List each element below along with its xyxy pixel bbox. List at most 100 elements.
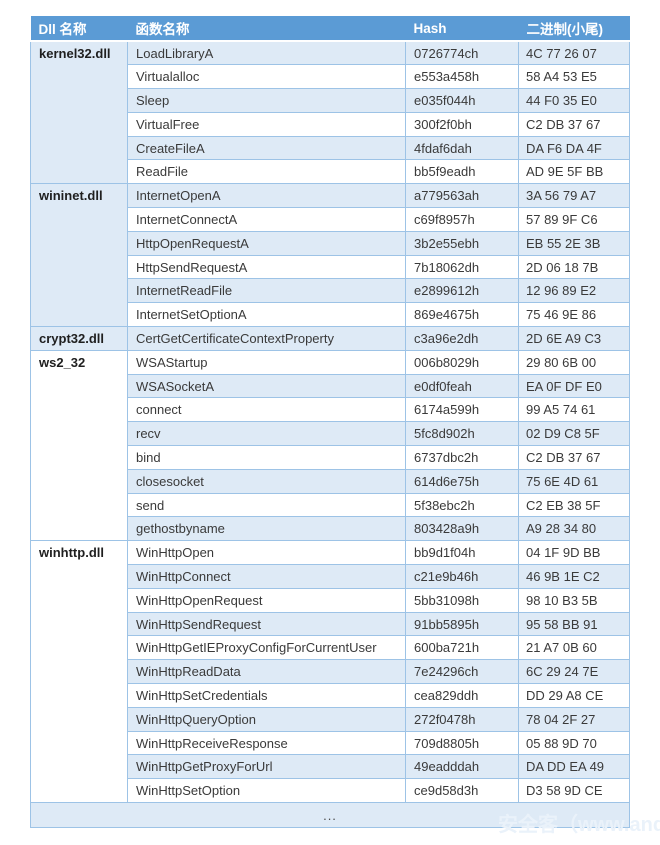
table-row: WinHttpReceiveResponse 709d8805h 05 88 9D … [31, 730, 630, 756]
dll-name-cell: winhttp.dll [30, 540, 128, 803]
ellipsis-row: ... [30, 802, 630, 828]
hash-cell: 869e4675h [405, 302, 519, 328]
function-name-cell: bind [127, 445, 406, 470]
table-row: ReadFile bb5f9eadh AD 9E 5F BB [31, 159, 630, 185]
function-name-cell: InternetReadFile [127, 278, 406, 304]
binary-cell: 2D 06 18 7B [518, 254, 630, 280]
function-name-cell: gethostbyname [127, 516, 406, 542]
table-row: ws2_32 WSAStartup 006b8029h 29 80 6B 00 [30, 349, 630, 542]
binary-cell: 3A 56 79 A7 [518, 183, 630, 209]
table-row: CreateFileA 4fdaf6dah DA F6 DA 4F [31, 135, 630, 161]
hash-cell: 803428a9h [405, 516, 519, 542]
hash-cell: c21e9b46h [405, 564, 519, 589]
hash-cell: 5fc8d902h [405, 421, 519, 447]
function-name-cell: CertGetCertificateContextProperty [127, 326, 406, 351]
hash-cell: e2899612h [405, 278, 519, 304]
binary-cell: 29 80 6B 00 [518, 349, 630, 375]
function-name-cell: VirtualFree [127, 111, 406, 137]
dll-name-cell: crypt32.dll [30, 326, 128, 351]
table-row: WinHttpQueryOption 272f0478h 78 04 2F 27 [31, 706, 630, 732]
table-row: WinHttpSendRequest 91bb5895h 95 58 BB 91 [31, 611, 630, 637]
table-row: WinHttpSetCredentials cea829ddh DD 29 A8 C… [31, 683, 630, 708]
function-name-cell: InternetOpenA [127, 183, 406, 209]
function-name-cell: HttpSendRequestA [127, 254, 406, 280]
function-name-cell: WinHttpReadData [127, 659, 406, 685]
function-name-cell: closesocket [127, 468, 406, 494]
table-body: kernel32.dll LoadLibraryA 0726774ch 4C 77 2… [30, 40, 630, 828]
binary-cell: AD 9E 5F BB [518, 159, 630, 185]
function-name-cell: CreateFileA [127, 135, 406, 161]
binary-cell: 58 A4 53 E5 [518, 64, 630, 90]
binary-cell: 57 89 9F C6 [518, 207, 630, 232]
binary-cell: DA DD EA 49 [518, 754, 630, 780]
binary-cell: 44 F0 35 E0 [518, 88, 630, 113]
table-row: WinHttpGetProxyForUrl 49eadddah DA DD EA 4… [31, 754, 630, 780]
header-hash: Hash [405, 16, 519, 42]
binary-cell: DD 29 A8 CE [518, 683, 630, 708]
binary-cell: EB 55 2E 3B [518, 230, 630, 256]
hash-cell: e553a458h [405, 64, 519, 90]
hash-cell: 49eadddah [405, 754, 519, 780]
hash-cell: e0df0feah [405, 373, 519, 399]
table-row: InternetConnectA c69f8957h 57 89 9F C6 [31, 207, 630, 232]
binary-cell: 78 04 2F 27 [518, 706, 630, 732]
hash-cell: bb5f9eadh [405, 159, 519, 185]
hash-cell: c3a96e2dh [405, 326, 519, 351]
function-name-cell: WinHttpSendRequest [127, 611, 406, 637]
header-row: Dll 名称 函数名称 Hash 二进制(小尾) [30, 16, 630, 42]
hash-cell: 7b18062dh [405, 254, 519, 280]
function-name-cell: WinHttpQueryOption [127, 706, 406, 732]
hash-cell: 0726774ch [405, 40, 519, 66]
ellipsis-cell: ... [30, 802, 630, 828]
binary-cell: C2 DB 37 67 [518, 111, 630, 137]
binary-cell: 2D 6E A9 C3 [518, 326, 630, 351]
hash-cell: a779563ah [405, 183, 519, 209]
binary-cell: 46 9B 1E C2 [518, 564, 630, 589]
table-row: closesocket 614d6e75h 75 6E 4D 61 [31, 468, 630, 494]
hash-cell: 5bb31098h [405, 587, 519, 613]
function-name-cell: WinHttpSetCredentials [127, 683, 406, 708]
binary-cell: D3 58 9D CE [518, 778, 630, 803]
binary-cell: 21 A7 0B 60 [518, 635, 630, 661]
header-dll-name: Dll 名称 [30, 16, 128, 42]
table-row: WinHttpReadData 7e24296ch 6C 29 24 7E [31, 659, 630, 685]
function-name-cell: connect [127, 397, 406, 423]
dll-name-cell: ws2_32 [30, 349, 128, 542]
hash-cell: 709d8805h [405, 730, 519, 756]
function-name-cell: send [127, 492, 406, 518]
dll-name-cell: kernel32.dll [30, 40, 128, 185]
binary-cell: 6C 29 24 7E [518, 659, 630, 685]
table-row: Sleep e035f044h 44 F0 35 E0 [31, 88, 630, 113]
hash-cell: 91bb5895h [405, 611, 519, 637]
hash-cell: cea829ddh [405, 683, 519, 708]
function-name-cell: InternetConnectA [127, 207, 406, 232]
hash-cell: 600ba721h [405, 635, 519, 661]
hash-cell: 6737dbc2h [405, 445, 519, 470]
table-row: WinHttpConnect c21e9b46h 46 9B 1E C2 [31, 564, 630, 589]
table-row: send 5f38ebc2h C2 EB 38 5F [31, 492, 630, 518]
table-row: WinHttpSetOption ce9d58d3h D3 58 9D CE [31, 778, 630, 803]
binary-cell: 98 10 B3 5B [518, 587, 630, 613]
binary-cell: A9 28 34 80 [518, 516, 630, 542]
function-name-cell: WinHttpSetOption [127, 778, 406, 803]
table-row: InternetSetOptionA 869e4675h 75 46 9E 86 [31, 302, 630, 328]
function-name-cell: InternetSetOptionA [127, 302, 406, 328]
table-row: winhttp.dll WinHttpOpen bb9d1f04h 04 1F 9D … [30, 540, 630, 803]
hash-cell: bb9d1f04h [405, 540, 519, 566]
dll-import-hash-table: Dll 名称 函数名称 Hash 二进制(小尾) kernel32.dll Loa… [30, 16, 630, 828]
binary-cell: 05 88 9D 70 [518, 730, 630, 756]
function-name-cell: WinHttpConnect [127, 564, 406, 589]
binary-cell: EA 0F DF E0 [518, 373, 630, 399]
hash-cell: 4fdaf6dah [405, 135, 519, 161]
function-name-cell: recv [127, 421, 406, 447]
table-row: bind 6737dbc2h C2 DB 37 67 [31, 445, 630, 470]
table-row: VirtualFree 300f2f0bh C2 DB 37 67 [31, 111, 630, 137]
function-name-cell: ReadFile [127, 159, 406, 185]
binary-cell: 75 46 9E 86 [518, 302, 630, 328]
function-name-cell: LoadLibraryA [127, 40, 406, 66]
binary-cell: C2 DB 37 67 [518, 445, 630, 470]
function-name-cell: Sleep [127, 88, 406, 113]
hash-cell: ce9d58d3h [405, 778, 519, 803]
